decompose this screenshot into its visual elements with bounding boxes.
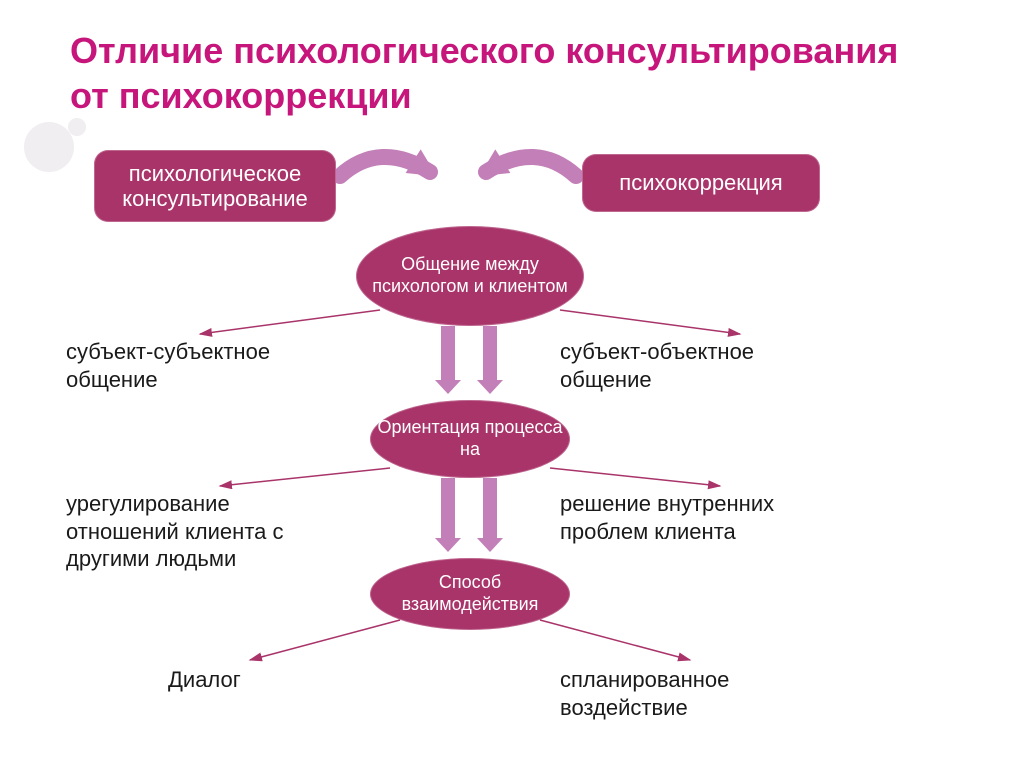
ellipse-label: Способ взаимодействия <box>370 572 570 615</box>
ellipse-orientation: Ориентация процесса на <box>370 400 570 478</box>
text-right-1: субъект-объектное общение <box>560 338 820 393</box>
page-title: Отличие психологического консультировани… <box>70 28 920 118</box>
pill-label: психокоррекция <box>619 170 782 195</box>
text-right-3: спланированное воздействие <box>560 666 820 721</box>
ellipse-label: Ориентация процесса на <box>370 417 570 460</box>
curved-arrows <box>340 149 576 176</box>
ellipse-communication: Общение между психологом и клиентом <box>356 226 584 326</box>
text-left-2: урегулирование отношений клиента с други… <box>66 490 336 573</box>
text-right-2: решение внутренних проблем клиента <box>560 490 840 545</box>
text-left-3: Диалог <box>168 666 368 694</box>
ellipse-interaction: Способ взаимодействия <box>370 558 570 630</box>
pill-label: психологическое консультирование <box>104 161 326 212</box>
pill-psychocorrection: психокоррекция <box>582 154 820 212</box>
pill-consulting: психологическое консультирование <box>94 150 336 222</box>
text-left-1: субъект-субъектное общение <box>66 338 326 393</box>
deco-circle <box>24 122 74 172</box>
deco-circle <box>68 118 86 136</box>
ellipse-label: Общение между психологом и клиентом <box>356 254 584 297</box>
